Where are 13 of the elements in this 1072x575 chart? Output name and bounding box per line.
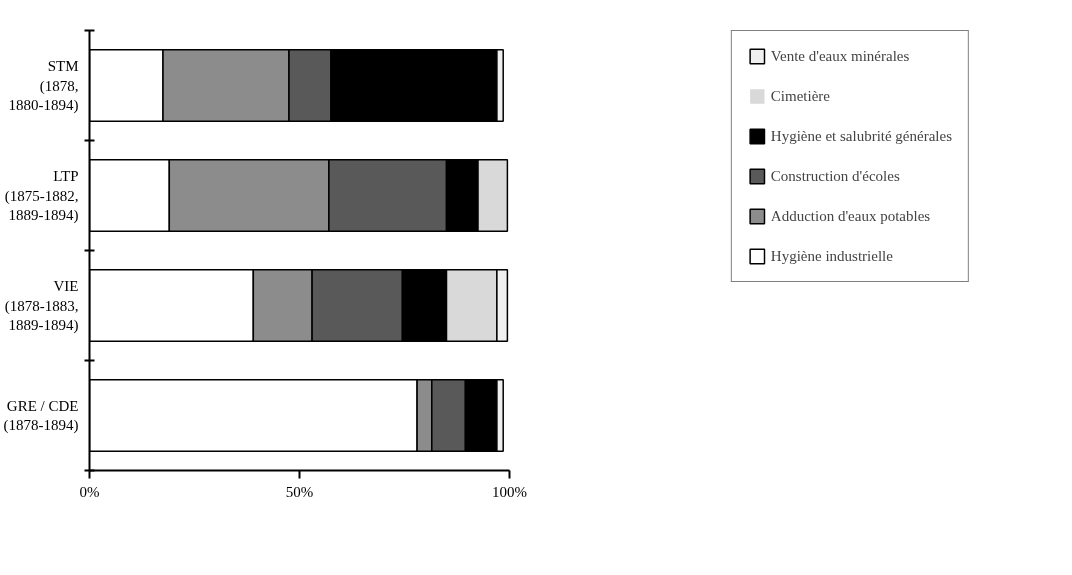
legend-label: Hygiène industrielle bbox=[770, 247, 893, 265]
legend-label: Vente d'eaux minérales bbox=[770, 47, 910, 65]
y-tick-label: VIE (1878-1883, 1889-1894) bbox=[4, 278, 79, 334]
y-tick-label: LTP (1875-1882, 1889-1894) bbox=[4, 168, 79, 224]
y-tick-label: GRE / CDE (1878-1894) bbox=[3, 397, 79, 435]
x-tick-label: 0% bbox=[79, 483, 100, 500]
y-tick-label: STM (1878, 1880-1894) bbox=[8, 58, 79, 114]
x-tick-label: 100% bbox=[492, 483, 527, 500]
legend-label: Hygiène et salubrité générales bbox=[770, 127, 952, 145]
legend-label: Cimetière bbox=[770, 87, 830, 105]
legend-label: Adduction d'eaux potables bbox=[770, 207, 931, 225]
x-tick-label: 50% bbox=[285, 483, 314, 500]
legend-label: Construction d'écoles bbox=[770, 167, 900, 185]
